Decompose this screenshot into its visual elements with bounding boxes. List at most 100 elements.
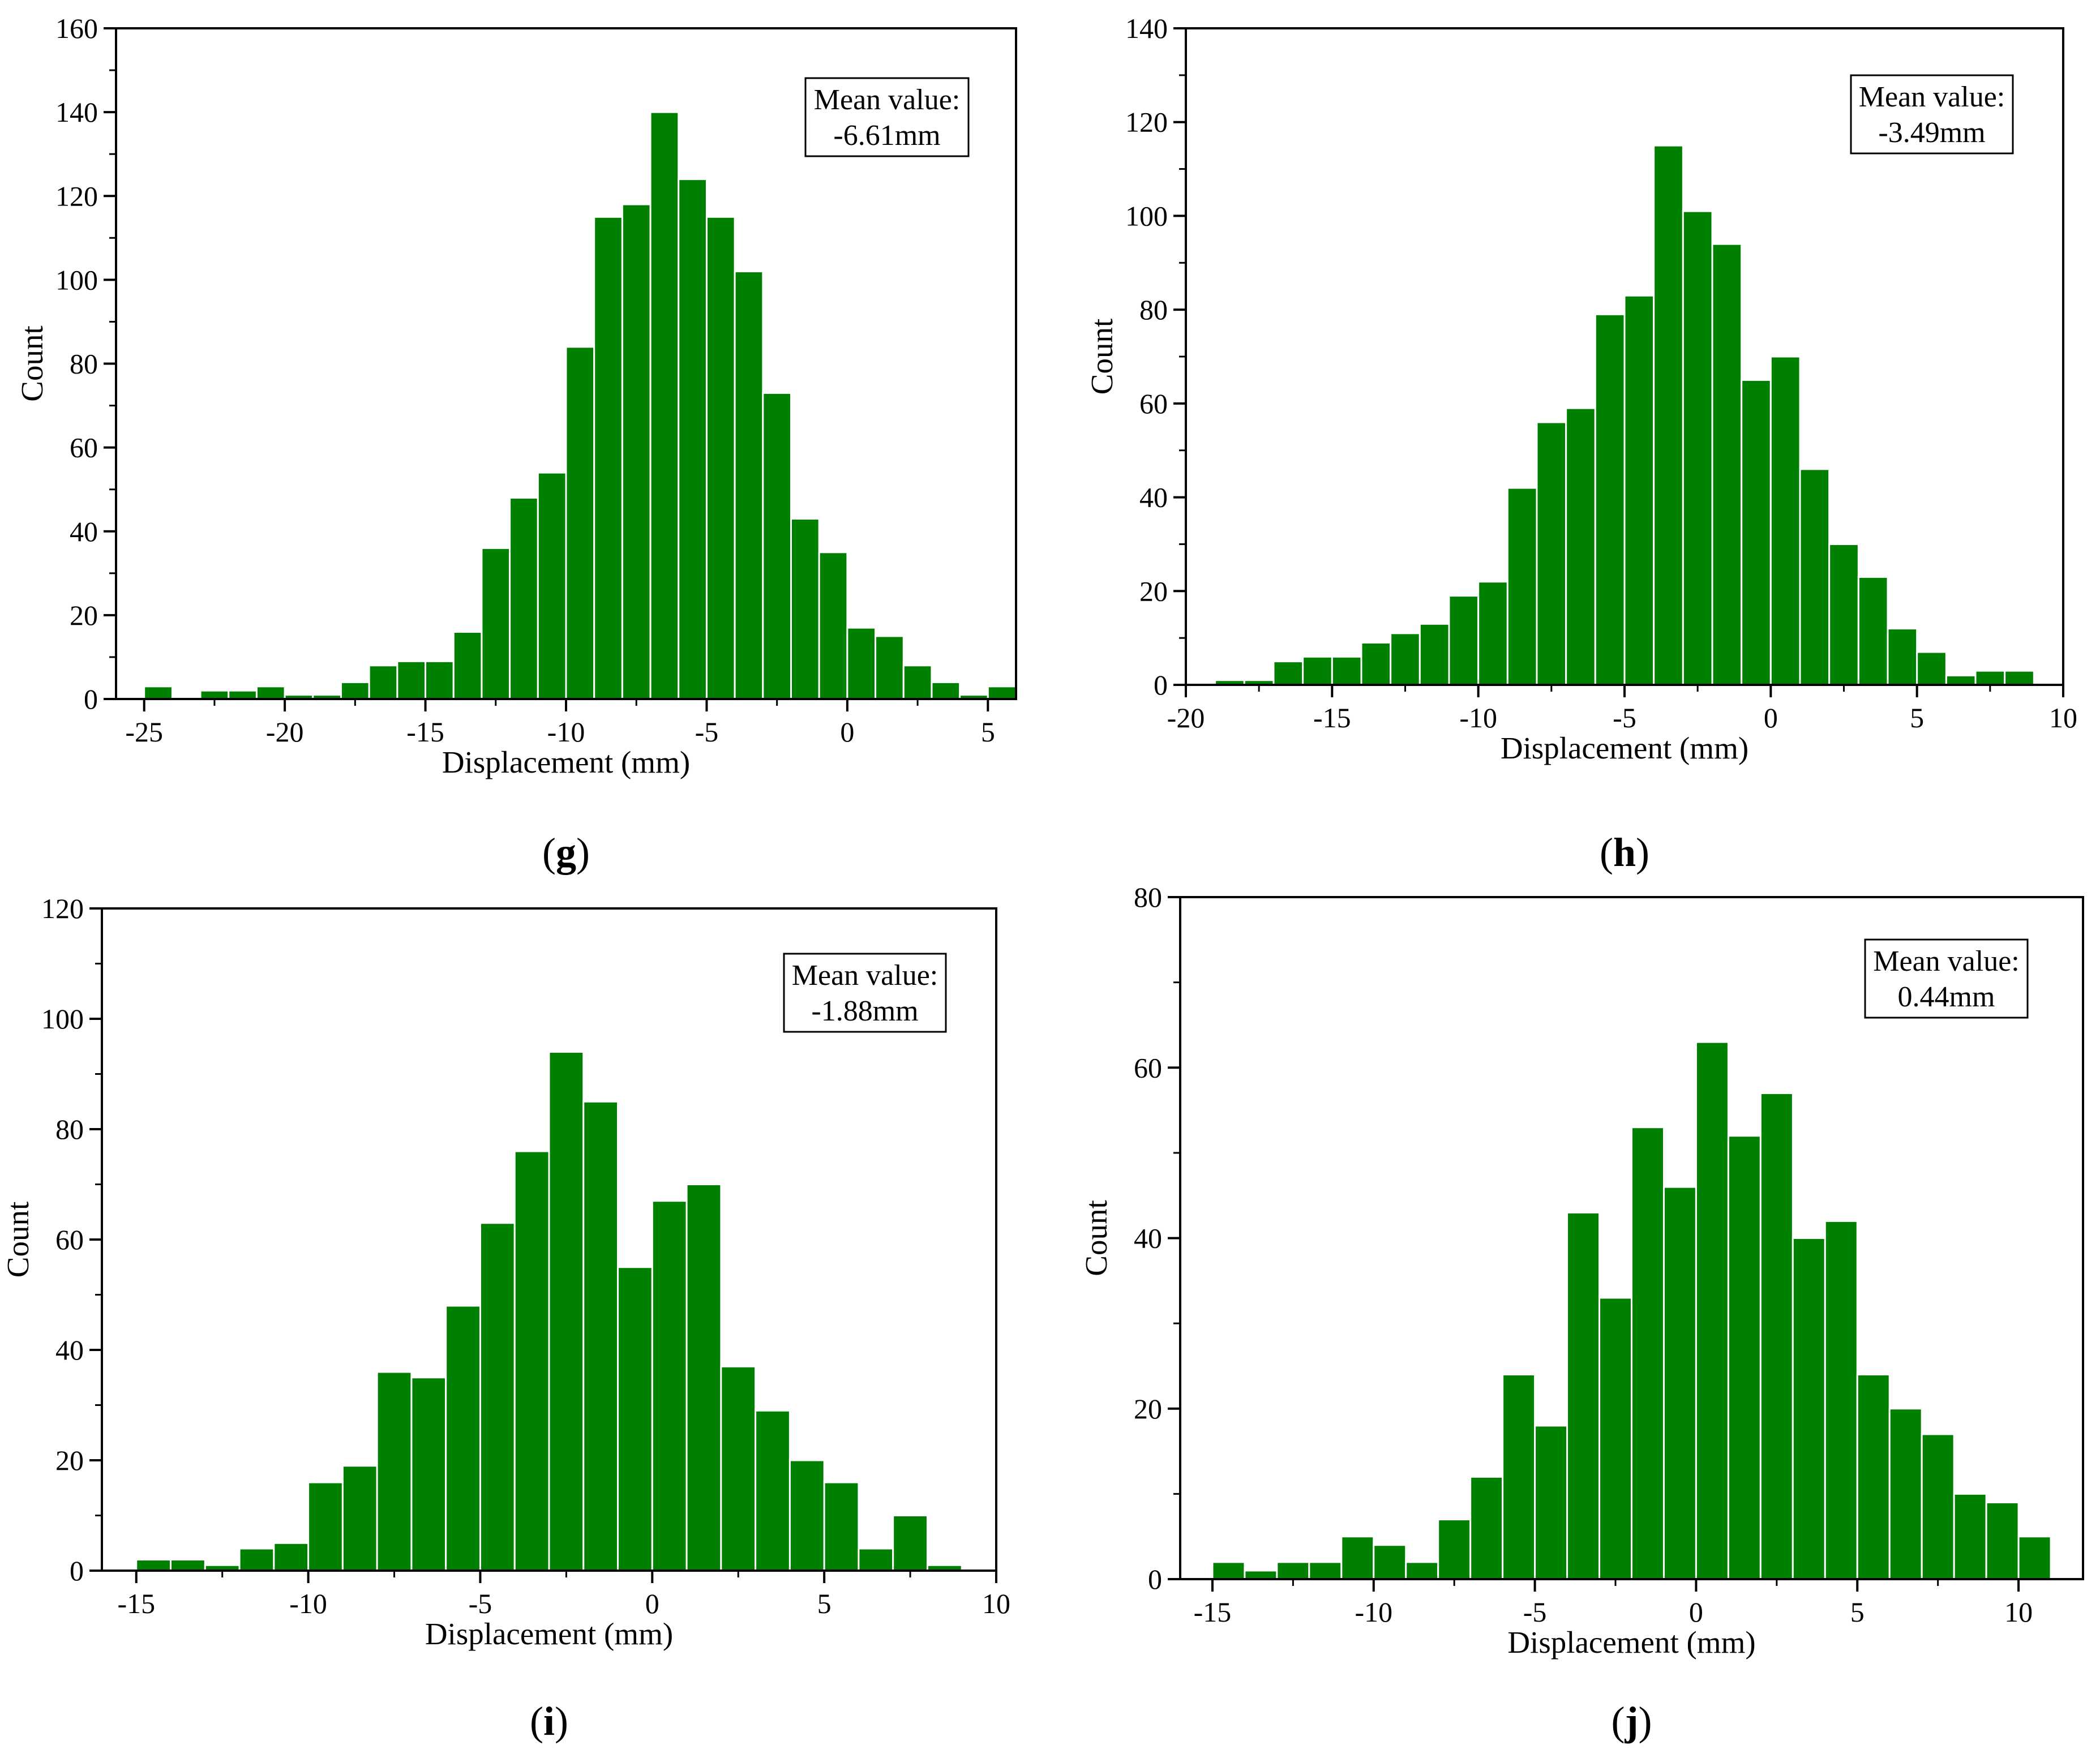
bar-i-13 bbox=[582, 1100, 619, 1572]
bar-g-10 bbox=[425, 660, 455, 700]
y-axis-ticks-j: 0 20 40 60 80 bbox=[1134, 881, 1180, 1595]
x-tick-label-g-5: 0 bbox=[840, 716, 854, 748]
y-tick-label-h-1: 20 bbox=[1139, 575, 1168, 607]
bar-h-11 bbox=[1536, 421, 1567, 686]
histogram-bars-j bbox=[1211, 1041, 2052, 1580]
y-tick-label-i-4: 80 bbox=[55, 1113, 84, 1145]
bar-i-18 bbox=[755, 1409, 791, 1572]
bar-j-1 bbox=[1244, 1570, 1278, 1580]
y-tick-label-j-1: 20 bbox=[1134, 1393, 1162, 1425]
bar-h-24 bbox=[1916, 651, 1947, 686]
bar-i-22 bbox=[892, 1515, 928, 1572]
bar-i-11 bbox=[513, 1150, 550, 1572]
x-tick-label-j-2: -5 bbox=[1523, 1596, 1547, 1628]
x-axis-title-j: Displacement (mm) bbox=[1507, 1625, 1755, 1660]
y-tick-label-h-5: 100 bbox=[1125, 200, 1168, 231]
bar-i-9 bbox=[445, 1305, 481, 1572]
x-axis-title-i: Displacement (mm) bbox=[425, 1616, 673, 1651]
bar-i-20 bbox=[823, 1481, 860, 1572]
panel-label-h: (h) bbox=[1600, 830, 1649, 875]
bar-h-10 bbox=[1506, 487, 1538, 686]
bar-j-18 bbox=[1792, 1237, 1826, 1580]
y-tick-label-g-7: 140 bbox=[55, 96, 98, 128]
mean-value-h: -3.49mm bbox=[1878, 117, 1985, 149]
bar-j-20 bbox=[1856, 1374, 1891, 1580]
bar-g-0 bbox=[143, 685, 173, 700]
bar-i-15 bbox=[651, 1200, 688, 1572]
bar-g-21 bbox=[734, 271, 764, 700]
bar-h-14 bbox=[1623, 294, 1655, 686]
bar-h-25 bbox=[1945, 674, 1977, 686]
x-tick-label-h-2: -10 bbox=[1459, 702, 1497, 734]
bar-h-21 bbox=[1828, 543, 1859, 686]
x-tick-label-i-0: -15 bbox=[117, 1588, 155, 1619]
histogram-panel-j: 0 20 40 60 80 -15 -10 -5 0 5 10 Displacement (mm)… bbox=[1079, 881, 2084, 1744]
x-tick-label-h-0: -20 bbox=[1167, 702, 1205, 734]
bar-h-12 bbox=[1565, 407, 1596, 686]
bar-h-4 bbox=[1331, 655, 1362, 686]
y-tick-label-h-7: 140 bbox=[1125, 12, 1168, 44]
panel-letter-i: i bbox=[543, 1699, 555, 1744]
histogram-panel-g: 0 20 40 60 80 100 120 140 160 -25 -20 -15 -10 -5 0 5 D… bbox=[15, 12, 1017, 875]
panel-letter-j: j bbox=[1625, 1699, 1639, 1744]
bar-g-19 bbox=[678, 178, 708, 700]
bar-g-28 bbox=[931, 681, 961, 700]
bar-h-22 bbox=[1857, 576, 1889, 686]
bar-h-5 bbox=[1360, 641, 1392, 686]
bar-j-0 bbox=[1211, 1561, 1246, 1580]
bar-j-13 bbox=[1631, 1126, 1665, 1580]
y-axis-ticks-h: 0 20 40 60 80 100 120 140 bbox=[1125, 12, 1186, 701]
bar-j-15 bbox=[1695, 1041, 1729, 1580]
x-tick-label-i-1: -10 bbox=[289, 1588, 327, 1619]
bar-h-2 bbox=[1272, 661, 1304, 686]
x-axis-ticks-g: -25 -20 -15 -10 -5 0 5 bbox=[125, 699, 995, 748]
x-axis-ticks-i: -15 -10 -5 0 5 10 bbox=[117, 1571, 1010, 1619]
x-tick-label-g-4: -5 bbox=[695, 716, 719, 748]
bar-i-21 bbox=[858, 1547, 894, 1572]
y-axis-title-i: Count bbox=[1, 1202, 35, 1277]
bar-g-13 bbox=[509, 497, 539, 700]
bar-h-27 bbox=[2004, 670, 2035, 686]
y-tick-label-g-0: 0 bbox=[84, 683, 98, 715]
bar-h-17 bbox=[1711, 243, 1743, 686]
y-tick-label-g-6: 120 bbox=[55, 180, 98, 212]
bar-j-14 bbox=[1662, 1186, 1697, 1580]
bar-g-9 bbox=[396, 660, 427, 700]
mean-value-g: -6.61mm bbox=[833, 119, 940, 152]
mean-label-j: Mean value: bbox=[1873, 945, 2019, 977]
bar-g-22 bbox=[762, 392, 792, 700]
bar-i-17 bbox=[720, 1365, 757, 1572]
mean-value-box-i: Mean value: -1.88mm bbox=[783, 953, 947, 1033]
x-tick-label-j-0: -15 bbox=[1194, 1596, 1232, 1628]
bar-j-19 bbox=[1824, 1220, 1858, 1580]
bar-h-3 bbox=[1302, 655, 1333, 686]
bar-i-12 bbox=[548, 1051, 585, 1572]
histogram-panel-i: 0 20 40 60 80 100 120 -15 -10 -5 0 5 10 Displacemen… bbox=[1, 893, 1010, 1744]
y-tick-label-g-4: 80 bbox=[70, 348, 98, 380]
mean-box-frame-g bbox=[804, 77, 970, 157]
bar-h-6 bbox=[1390, 632, 1421, 686]
bar-j-16 bbox=[1727, 1135, 1762, 1580]
bar-i-14 bbox=[617, 1266, 653, 1572]
bar-i-6 bbox=[341, 1465, 378, 1572]
panel-letter-h: h bbox=[1613, 830, 1636, 875]
mean-value-j: 0.44mm bbox=[1898, 981, 1995, 1013]
bar-j-3 bbox=[1308, 1561, 1343, 1580]
x-tick-label-g-2: -15 bbox=[406, 716, 444, 748]
bar-i-4 bbox=[273, 1542, 310, 1572]
bar-i-16 bbox=[685, 1184, 722, 1572]
bar-h-26 bbox=[1974, 670, 2006, 686]
bar-j-17 bbox=[1759, 1092, 1794, 1580]
bar-g-24 bbox=[818, 551, 848, 700]
y-tick-label-g-3: 60 bbox=[70, 432, 98, 464]
histogram-bars-g bbox=[143, 111, 1017, 700]
bar-g-20 bbox=[705, 216, 736, 700]
bar-j-5 bbox=[1373, 1544, 1407, 1580]
bar-i-8 bbox=[410, 1377, 447, 1572]
bar-h-9 bbox=[1477, 581, 1508, 686]
y-axis-ticks-g: 0 20 40 60 80 100 120 140 160 bbox=[55, 12, 116, 715]
mean-label-g: Mean value: bbox=[814, 84, 960, 116]
y-tick-label-g-5: 100 bbox=[55, 264, 98, 295]
x-tick-label-j-5: 10 bbox=[2004, 1596, 2033, 1628]
